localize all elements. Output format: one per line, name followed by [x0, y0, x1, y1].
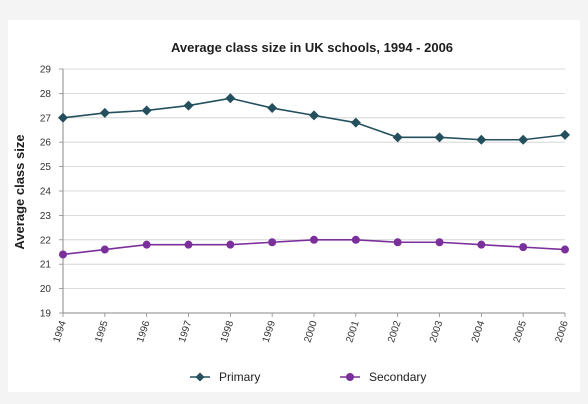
- legend: Primary Secondary: [190, 370, 426, 384]
- data-point-primary: [560, 129, 570, 140]
- data-point-secondary: [351, 235, 360, 244]
- x-tick-label: 2000: [303, 319, 320, 344]
- chart-card: [8, 20, 580, 392]
- data-point-primary: [141, 105, 152, 116]
- series-group: [58, 93, 570, 259]
- data-point-primary: [183, 100, 194, 111]
- x-tick-label: 1998: [219, 319, 236, 344]
- legend-swatch-marker: [346, 373, 354, 381]
- data-point-primary: [99, 107, 110, 118]
- x-tick-label: 1997: [177, 319, 194, 344]
- y-tick-label: 26: [40, 138, 52, 149]
- legend-label: Primary: [219, 370, 260, 384]
- data-point-primary: [350, 117, 361, 128]
- y-tick-label: 29: [40, 65, 52, 76]
- data-point-secondary: [142, 240, 151, 249]
- x-tick-label: 1999: [261, 319, 278, 344]
- legend-swatch-marker: [195, 372, 205, 382]
- data-point-secondary: [226, 240, 235, 249]
- legend-item-secondary: Secondary: [340, 370, 426, 384]
- x-tick-label: 2005: [512, 319, 529, 344]
- data-point-primary: [476, 134, 487, 145]
- chart-title: Average class size in UK schools, 1994 -…: [171, 40, 453, 55]
- axes: [59, 68, 566, 317]
- y-tick-label: 21: [40, 260, 52, 271]
- legend-item-primary: Primary: [190, 370, 260, 384]
- data-point-primary: [434, 132, 445, 143]
- y-tick-label: 19: [40, 309, 52, 320]
- y-tick-labels: 19 20 21 22 23 24 25 26 27 28 29: [40, 65, 52, 320]
- x-tick-label: 1996: [135, 319, 152, 344]
- y-tick-label: 22: [40, 235, 52, 246]
- data-point-primary: [518, 134, 529, 145]
- data-point-primary: [225, 93, 236, 104]
- data-point-primary: [309, 110, 319, 121]
- y-axis-label: Average class size: [12, 134, 27, 249]
- y-tick-label: 23: [40, 211, 52, 222]
- y-tick-label: 20: [40, 284, 52, 295]
- data-point-primary: [267, 103, 278, 114]
- x-tick-label: 1995: [93, 319, 110, 344]
- data-point-primary: [392, 132, 403, 143]
- x-tick-labels: 1994 1995 1996 1997 1998 1999 2000 2001 2002 2003…: [52, 319, 571, 344]
- legend-label: Secondary: [369, 370, 426, 384]
- data-point-secondary: [100, 245, 109, 254]
- data-point-secondary: [435, 238, 444, 247]
- y-tick-label: 25: [40, 162, 52, 173]
- data-point-secondary: [268, 238, 277, 247]
- data-point-secondary: [393, 238, 402, 247]
- data-point-secondary: [477, 240, 486, 249]
- x-tick-label: 2006: [554, 319, 571, 344]
- data-point-secondary: [519, 243, 528, 252]
- y-tick-label: 27: [40, 113, 52, 124]
- data-point-secondary: [184, 240, 193, 249]
- y-tick-label: 24: [40, 187, 52, 198]
- x-tick-label: 2002: [386, 319, 403, 344]
- data-point-secondary: [561, 245, 569, 254]
- gridlines: [63, 68, 565, 290]
- x-tick-label: 2001: [344, 319, 361, 344]
- y-tick-label: 28: [40, 89, 52, 100]
- x-tick-label: 2004: [470, 319, 487, 344]
- data-point-secondary: [310, 235, 318, 244]
- data-point-primary: [58, 112, 68, 123]
- x-tick-label: 2003: [428, 319, 445, 344]
- x-tick-label: 1994: [52, 319, 69, 344]
- data-point-secondary: [59, 250, 67, 259]
